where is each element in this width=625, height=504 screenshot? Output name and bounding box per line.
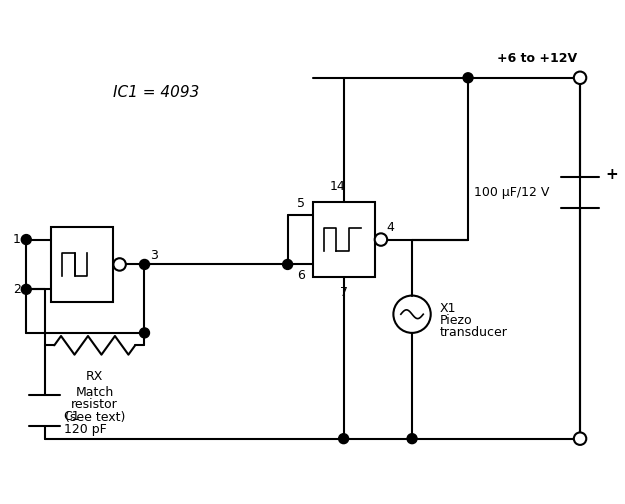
Circle shape <box>375 233 387 246</box>
Circle shape <box>463 73 473 83</box>
Text: 14: 14 <box>329 180 345 193</box>
Circle shape <box>339 433 349 444</box>
Circle shape <box>21 234 31 244</box>
Text: 5: 5 <box>298 197 305 210</box>
Circle shape <box>21 284 31 294</box>
Circle shape <box>407 433 417 444</box>
Text: C1: C1 <box>64 410 80 423</box>
Text: 100 µF/12 V: 100 µF/12 V <box>474 186 549 200</box>
Text: +6 to +12V: +6 to +12V <box>497 52 577 66</box>
Text: 2: 2 <box>13 283 21 296</box>
Circle shape <box>139 328 149 338</box>
Circle shape <box>139 260 149 270</box>
Text: IC1 = 4093: IC1 = 4093 <box>113 85 200 100</box>
Text: (see text): (see text) <box>64 411 125 424</box>
Bar <box>51 227 113 302</box>
Text: 7: 7 <box>339 286 348 299</box>
Text: Piezo: Piezo <box>440 314 472 327</box>
Text: 1: 1 <box>13 233 21 246</box>
Text: 6: 6 <box>298 269 305 282</box>
Circle shape <box>574 432 586 445</box>
Text: 3: 3 <box>150 248 158 262</box>
Text: 120 pF: 120 pF <box>64 423 106 436</box>
Bar <box>312 202 375 277</box>
Text: resistor: resistor <box>71 398 118 411</box>
Circle shape <box>282 260 292 270</box>
Text: +: + <box>605 167 618 182</box>
Text: RX: RX <box>86 370 103 383</box>
Text: transducer: transducer <box>440 327 508 339</box>
Circle shape <box>574 72 586 84</box>
Circle shape <box>113 258 126 271</box>
Text: X1: X1 <box>440 301 456 314</box>
Text: Match: Match <box>76 386 114 399</box>
Text: 4: 4 <box>386 221 394 234</box>
